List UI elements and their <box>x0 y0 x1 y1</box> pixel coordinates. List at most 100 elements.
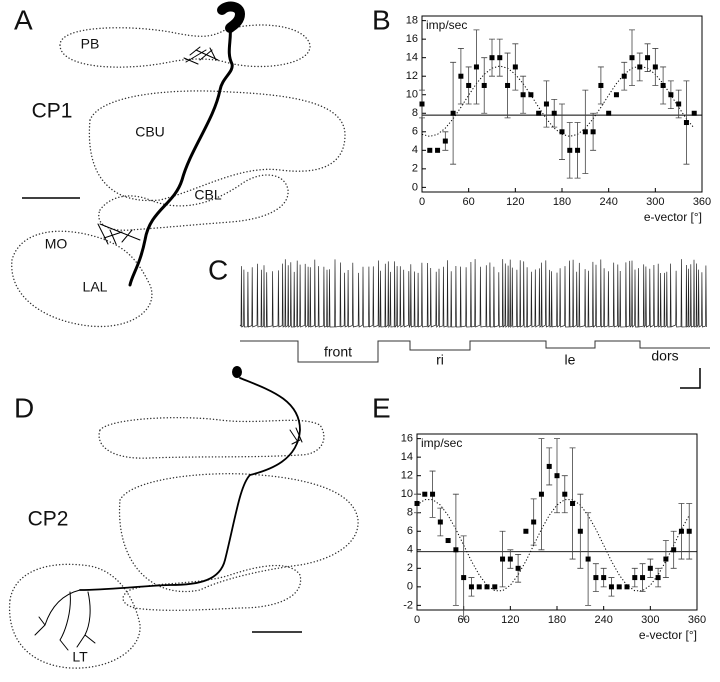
data-point <box>559 129 565 135</box>
data-point <box>442 138 448 144</box>
y-tick-label: -2 <box>403 599 413 611</box>
stimulus-label: front <box>324 344 352 360</box>
y-tick-label: 2 <box>407 562 413 574</box>
x-tick-label: 300 <box>646 196 664 208</box>
brain-outline <box>11 24 346 328</box>
region-label: LT <box>72 649 88 665</box>
stimulus-label: le <box>565 352 576 368</box>
stimulus-trace <box>240 340 710 363</box>
y-tick-label: 14 <box>401 451 413 463</box>
panel-label: B <box>372 4 391 35</box>
data-point <box>476 584 482 590</box>
y-tick-label: 8 <box>412 107 418 119</box>
data-point <box>481 82 487 88</box>
data-point <box>606 110 612 116</box>
y-tick-label: 16 <box>401 433 413 445</box>
data-point <box>484 584 490 590</box>
x-tick-label: 360 <box>688 614 706 626</box>
data-point <box>507 556 513 562</box>
data-point <box>598 82 604 88</box>
data-point <box>466 82 472 88</box>
cell-label: CP2 <box>28 508 69 531</box>
data-point <box>647 565 653 571</box>
data-point <box>528 92 534 98</box>
region-label: MO <box>45 236 68 252</box>
data-point <box>523 528 529 534</box>
cell-label: CP1 <box>32 100 73 123</box>
data-point <box>637 64 643 70</box>
data-point <box>497 55 503 61</box>
data-point <box>437 519 443 525</box>
y-tick-label: 2 <box>412 163 418 175</box>
region-label: CBL <box>194 187 221 203</box>
data-point <box>445 538 451 544</box>
x-tick-label: 300 <box>641 614 659 626</box>
data-point <box>450 110 456 116</box>
x-tick-label: 180 <box>548 614 566 626</box>
data-point <box>543 101 549 107</box>
y-tick-label: 12 <box>406 70 418 82</box>
data-point <box>430 491 436 497</box>
y-tick-label: 6 <box>407 525 413 537</box>
data-point <box>640 575 646 581</box>
y-tick-label: 6 <box>412 126 418 138</box>
data-point <box>414 500 420 506</box>
x-tick-label: 60 <box>458 614 470 626</box>
brain-outline <box>8 417 359 669</box>
y-tick-label: 8 <box>407 507 413 519</box>
spike-trace <box>239 259 707 329</box>
x-tick-label: 240 <box>599 196 617 208</box>
data-point <box>538 491 544 497</box>
data-point <box>632 575 638 581</box>
region-label: PB <box>81 36 100 52</box>
data-point <box>531 519 537 525</box>
data-point <box>655 575 661 581</box>
x-tick-label: 180 <box>553 196 571 208</box>
data-point <box>663 556 669 562</box>
x-tick-label: 120 <box>501 614 519 626</box>
data-point <box>435 147 441 153</box>
data-point <box>575 147 581 153</box>
data-point <box>608 584 614 590</box>
data-point <box>590 129 596 135</box>
data-point <box>652 64 658 70</box>
x-tick-label: 0 <box>419 196 425 208</box>
data-point <box>616 584 622 590</box>
data-point <box>691 110 697 116</box>
neuron-cp2 <box>34 366 303 651</box>
y-axis-label: imp/sec <box>421 436 462 450</box>
data-point <box>512 64 518 70</box>
data-point <box>520 92 526 98</box>
y-tick-label: 0 <box>412 181 418 193</box>
data-point <box>629 55 635 61</box>
data-point <box>668 92 674 98</box>
stimulus-label: ri <box>436 352 444 368</box>
data-point <box>582 129 588 135</box>
x-axis-label: e-vector [°] <box>644 210 702 224</box>
data-point <box>567 147 573 153</box>
data-point <box>577 528 583 534</box>
panel-label: C <box>208 254 228 285</box>
data-point <box>678 528 684 534</box>
data-point <box>419 101 425 107</box>
neuron-cp1 <box>97 1 245 287</box>
data-point <box>613 92 619 98</box>
data-point <box>570 500 576 506</box>
data-point <box>562 491 568 497</box>
data-point <box>645 55 651 61</box>
y-tick-label: 14 <box>406 52 418 64</box>
data-point <box>671 547 677 553</box>
fit-curve <box>421 65 695 137</box>
data-point <box>489 55 495 61</box>
y-tick-label: 10 <box>406 89 418 101</box>
x-tick-label: 120 <box>506 196 524 208</box>
x-tick-label: 240 <box>594 614 612 626</box>
data-point <box>468 584 474 590</box>
data-point <box>505 82 511 88</box>
data-point <box>551 110 557 116</box>
panel-label: A <box>14 4 33 35</box>
spike-train <box>239 259 707 329</box>
data-point <box>422 491 428 497</box>
panel-label: E <box>372 392 391 423</box>
